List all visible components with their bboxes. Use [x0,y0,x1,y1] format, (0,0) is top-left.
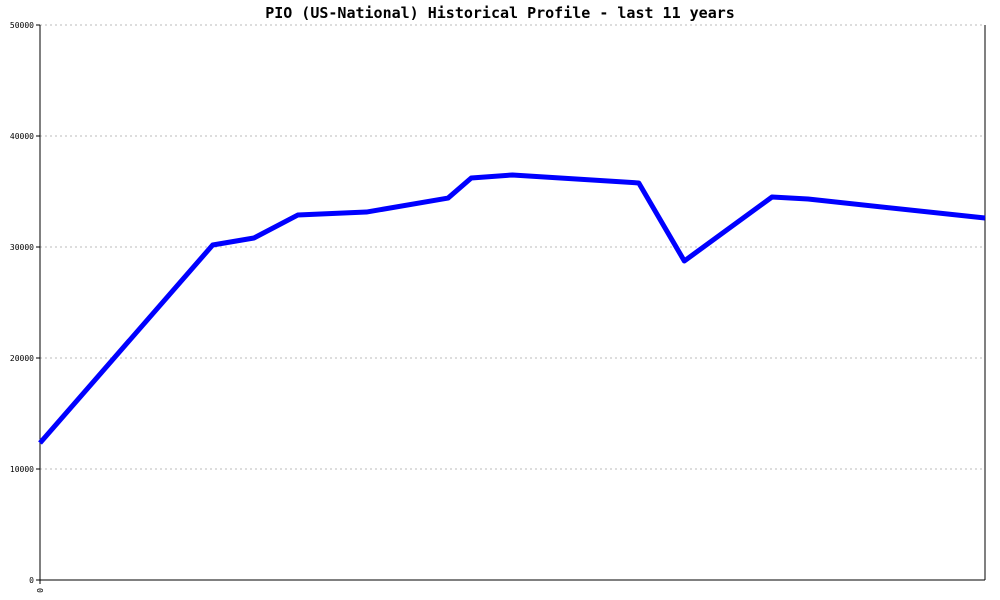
data-line [38,172,986,445]
y-tick-label: 50000 [10,21,34,30]
y-tick-label: 0 [29,576,34,585]
chart-title: PIO (US-National) Historical Profile - l… [265,4,735,22]
y-tick-label: 30000 [10,243,34,252]
y-tick-label: 40000 [10,132,34,141]
y-tick-label: 20000 [10,354,34,363]
x-tick-label: 0 [35,588,44,593]
y-tick-label: 10000 [10,465,34,474]
